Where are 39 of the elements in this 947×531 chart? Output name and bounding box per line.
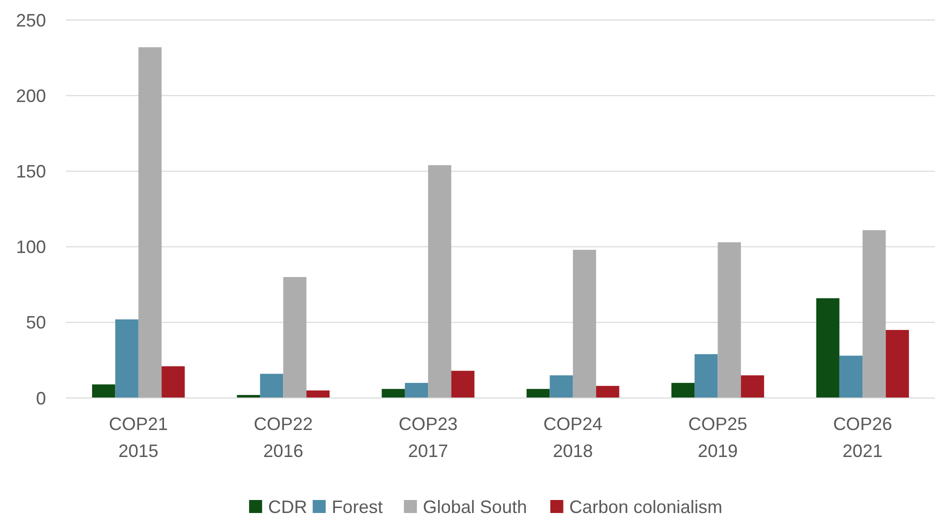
bar (550, 375, 573, 398)
bar (694, 354, 718, 398)
bar (138, 47, 162, 398)
bar (839, 356, 863, 398)
legend-label: CDR (268, 497, 308, 517)
bar (115, 319, 138, 398)
bar (382, 388, 405, 398)
legend-label: Carbon colonialism (569, 497, 722, 517)
bar (306, 390, 330, 398)
bar (404, 382, 428, 398)
bar (572, 250, 596, 398)
bar (283, 277, 306, 398)
y-tick-label: 0 (36, 388, 46, 408)
x-tick-label: COP21 2015 (108, 414, 168, 461)
y-tick-label: 250 (16, 10, 46, 30)
y-tick-label: 100 (16, 237, 46, 258)
bar (526, 388, 550, 398)
y-tick-label: 150 (16, 162, 46, 182)
bar (740, 375, 764, 398)
legend-label: Global South (422, 497, 527, 517)
bar (162, 366, 185, 398)
y-tick-label: 50 (26, 312, 46, 333)
bar (428, 165, 452, 398)
x-tick-label: COP26 2021 (833, 414, 892, 461)
x-tick-label: COP23 2017 (398, 414, 458, 461)
y-tick-label: 200 (16, 86, 46, 106)
bar (671, 382, 695, 398)
bar (718, 242, 741, 398)
x-tick-label: COP22 2016 (254, 414, 313, 461)
bar (260, 374, 284, 398)
x-tick-label: COP25 2019 (688, 414, 748, 461)
legend-label: Forest (332, 497, 383, 517)
bar (862, 230, 886, 398)
bar (92, 384, 116, 398)
bar (596, 386, 620, 398)
bar (451, 370, 474, 398)
bar (816, 298, 840, 398)
bar (886, 330, 909, 398)
x-tick-label: COP24 2018 (543, 414, 602, 461)
